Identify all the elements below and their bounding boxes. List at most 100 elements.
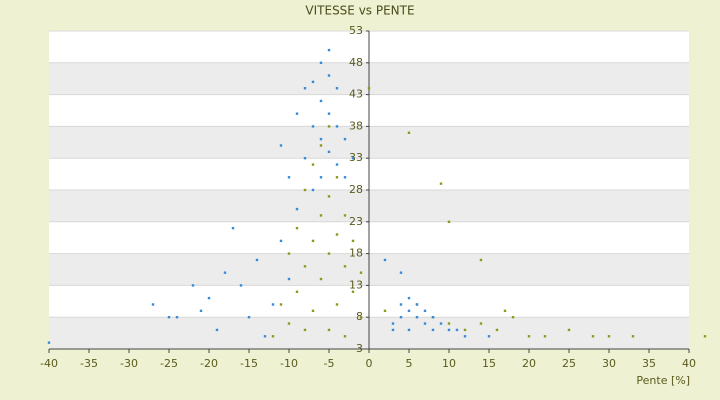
x-tick-label: -30: [120, 357, 138, 370]
y-tick-label: 53: [349, 24, 363, 37]
point: [287, 322, 291, 325]
point: [383, 258, 387, 262]
point: [47, 341, 51, 344]
point: [311, 80, 315, 84]
point: [463, 328, 467, 332]
x-tick-label: 30: [602, 357, 616, 370]
point: [527, 335, 531, 338]
point: [215, 328, 219, 332]
point: [311, 125, 315, 128]
point: [399, 303, 403, 306]
point: [495, 328, 499, 332]
point: [327, 195, 331, 198]
point: [327, 252, 331, 255]
point: [327, 125, 331, 128]
point: [223, 271, 227, 274]
point: [327, 150, 331, 154]
point: [151, 303, 155, 306]
point: [303, 157, 307, 160]
point: [431, 328, 435, 332]
x-tick-label: -20: [200, 357, 218, 370]
point: [311, 309, 315, 313]
y-tick-label: 18: [349, 247, 363, 260]
x-tick-label: 40: [682, 357, 696, 370]
point: [407, 309, 411, 313]
x-tick-label: 0: [366, 357, 373, 370]
point: [447, 328, 451, 332]
x-tick-label: 5: [406, 357, 413, 370]
point: [423, 322, 427, 325]
point: [287, 176, 291, 179]
chart-title: VITESSE vs PENTE: [305, 4, 414, 18]
point: [335, 176, 339, 179]
point: [487, 335, 491, 338]
x-tick-label: -25: [160, 357, 178, 370]
y-tick-label: 43: [349, 88, 363, 101]
point: [303, 328, 307, 332]
point: [543, 335, 547, 338]
point: [295, 112, 299, 115]
point: [287, 252, 291, 255]
point: [279, 239, 283, 243]
point: [335, 303, 339, 306]
point: [303, 265, 307, 268]
y-tick-label: 23: [349, 215, 363, 228]
point: [311, 163, 315, 166]
x-tick-label: -10: [280, 357, 298, 370]
point: [591, 335, 595, 338]
point: [343, 214, 347, 217]
point: [447, 220, 451, 223]
point: [319, 277, 323, 281]
point: [271, 303, 275, 306]
point: [191, 284, 195, 287]
point: [303, 188, 307, 192]
point: [439, 322, 443, 325]
point: [335, 233, 339, 236]
point: [167, 316, 171, 319]
point: [319, 144, 323, 147]
x-tick-label: 10: [442, 357, 456, 370]
point: [343, 176, 347, 179]
point: [431, 316, 435, 319]
point: [567, 328, 571, 332]
point: [343, 265, 347, 268]
point: [479, 322, 483, 325]
point: [335, 87, 339, 90]
point: [199, 309, 203, 313]
x-tick-label: 35: [642, 357, 656, 370]
point: [319, 99, 323, 103]
point: [239, 284, 243, 287]
x-tick-label: -35: [80, 357, 98, 370]
point: [319, 176, 323, 179]
point: [175, 316, 179, 319]
point: [391, 322, 395, 325]
x-axis-label: Pente [%]: [636, 374, 690, 387]
point: [295, 207, 299, 211]
point: [343, 137, 347, 141]
y-tick-label: 33: [349, 151, 363, 164]
point: [399, 271, 403, 274]
y-tick-label: 38: [349, 119, 363, 132]
point: [511, 316, 515, 319]
point: [447, 322, 451, 325]
point: [279, 144, 283, 147]
point: [351, 290, 355, 293]
point: [343, 335, 347, 338]
point: [479, 258, 483, 262]
point: [327, 328, 331, 332]
point: [415, 303, 419, 306]
point: [247, 316, 251, 319]
point: [407, 296, 411, 300]
point: [231, 226, 235, 230]
point: [399, 316, 403, 319]
point: [295, 290, 299, 293]
point: [367, 87, 371, 90]
y-tick-label: 8: [356, 310, 363, 323]
x-tick-label: -40: [40, 357, 58, 370]
point: [463, 335, 467, 338]
point: [319, 214, 323, 217]
point: [455, 328, 459, 332]
point: [335, 125, 339, 128]
point: [359, 316, 363, 319]
